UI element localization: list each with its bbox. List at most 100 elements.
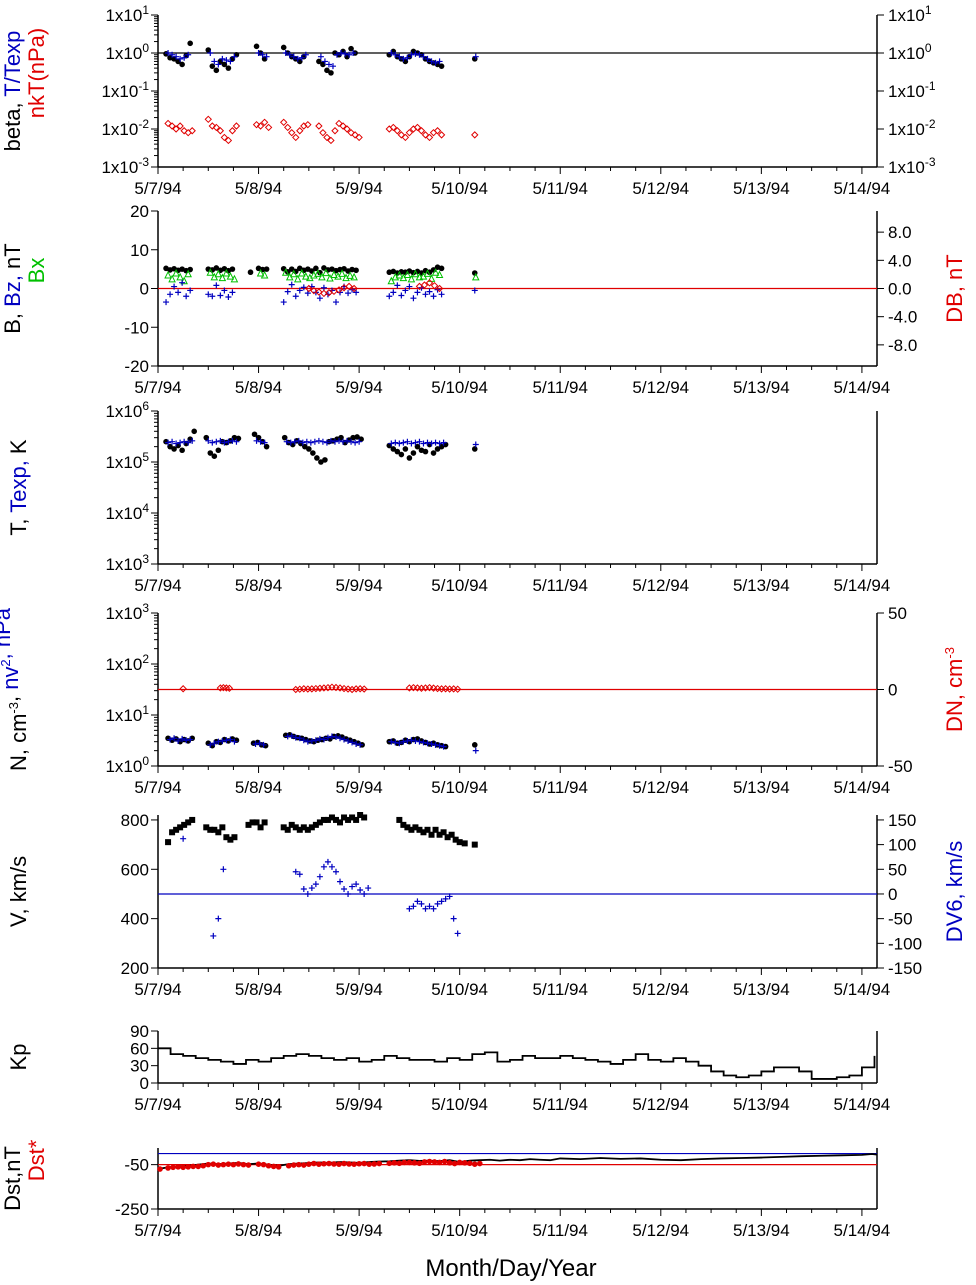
data-point (332, 734, 339, 741)
data-point (260, 118, 269, 127)
data-point (215, 738, 222, 745)
data-point (298, 54, 305, 61)
data-point (416, 438, 423, 445)
data-point (421, 131, 430, 139)
data-point (211, 740, 218, 747)
data-point (432, 59, 439, 66)
data-point (396, 740, 403, 747)
data-point (412, 737, 419, 744)
data-point (351, 1161, 357, 1167)
data-point (428, 741, 435, 747)
data-point (336, 437, 343, 444)
data-point (245, 1162, 252, 1168)
data-point (388, 738, 395, 745)
data-point (356, 685, 364, 693)
data-point (353, 816, 360, 823)
data-point (436, 831, 443, 838)
data-point (169, 829, 176, 836)
data-point (437, 131, 446, 139)
data-point (391, 1160, 398, 1166)
data-point (235, 1161, 242, 1167)
data-point (209, 439, 216, 446)
data-point (424, 826, 431, 833)
data-point (228, 127, 237, 135)
data-point (435, 270, 444, 279)
data-point (414, 289, 421, 296)
data-point (312, 737, 319, 744)
data-point (215, 915, 222, 922)
data-point (350, 50, 357, 56)
data-point (400, 439, 407, 446)
data-point (356, 1160, 362, 1167)
data-point (168, 274, 176, 283)
data-point (288, 281, 295, 288)
data-point (319, 128, 327, 137)
series-dv6 (180, 835, 461, 939)
data-point (253, 819, 260, 826)
data-point (299, 439, 306, 446)
panel-dst: -50 -250 5/7/94 5/8/94 5/9/94 5/10/94 5/11/94 5… (0, 1139, 890, 1240)
data-point (416, 826, 423, 833)
data-point (300, 824, 307, 831)
x-tick-label: 5/14/94 (834, 378, 891, 397)
data-point (221, 61, 228, 68)
x-tick-label: 5/12/94 (632, 179, 689, 198)
x-tick-label: 5/9/94 (335, 1095, 382, 1114)
data-point (175, 442, 181, 449)
y-axis-title: V, km/s (6, 856, 31, 927)
data-point (413, 123, 422, 132)
data-point (313, 265, 319, 272)
data-point (328, 863, 335, 870)
data-point (207, 450, 214, 456)
data-point (408, 737, 415, 744)
data-point (392, 439, 399, 446)
data-point (261, 439, 268, 446)
data-point (302, 51, 309, 58)
y-tick-label: 90 (130, 1022, 149, 1041)
data-point (296, 127, 304, 135)
data-point (397, 131, 406, 139)
data-point (440, 439, 447, 446)
data-point (257, 438, 264, 445)
data-point (263, 443, 270, 450)
data-point (401, 133, 410, 142)
data-point (175, 1164, 181, 1170)
data-point (170, 1164, 176, 1171)
data-point (165, 839, 172, 846)
right-y-tick-label: 100 (888, 836, 916, 855)
data-point (292, 734, 299, 741)
data-point (223, 737, 230, 744)
x-tick-label: 5/7/94 (134, 1095, 181, 1114)
data-point (335, 286, 343, 294)
data-point (320, 816, 327, 823)
data-point (288, 732, 295, 739)
data-point (177, 439, 184, 446)
data-point (422, 905, 429, 912)
data-point (165, 439, 172, 446)
data-point (315, 288, 323, 296)
data-point (284, 826, 291, 833)
data-point (437, 685, 446, 693)
data-point (331, 438, 338, 445)
data-point (432, 741, 439, 748)
data-point (293, 274, 302, 283)
data-point (330, 270, 338, 279)
data-point (225, 65, 232, 71)
data-point (176, 272, 184, 281)
data-point (449, 685, 458, 693)
data-point (316, 819, 323, 826)
panel-beta: 1x101 1x100 1x10-1 1x10-2 1x10-3 1x101 1x100 1x… (0, 3, 936, 198)
data-point (353, 741, 360, 747)
data-point (189, 816, 196, 823)
x-axis-title: Month/Day/Year (425, 1255, 596, 1282)
data-point (308, 824, 315, 831)
data-point (428, 58, 435, 65)
x-tick-label: 5/8/94 (235, 1095, 282, 1114)
data-point (339, 122, 347, 130)
data-point (421, 1159, 428, 1165)
data-point (179, 735, 186, 742)
data-point (205, 1161, 212, 1168)
data-point (476, 1160, 483, 1167)
series-line (158, 1047, 876, 1080)
